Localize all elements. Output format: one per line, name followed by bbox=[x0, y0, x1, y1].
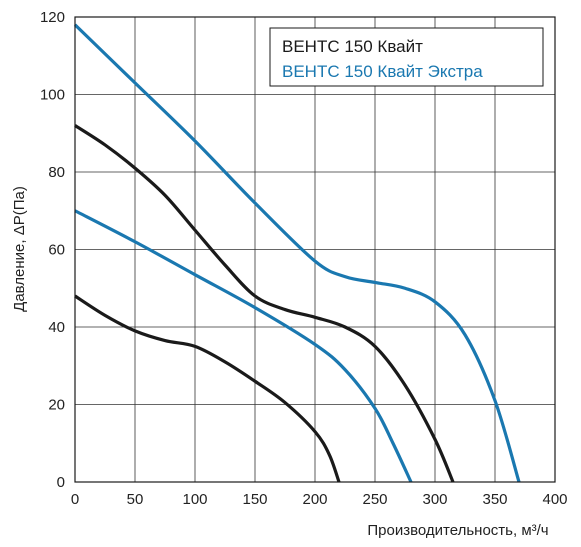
legend-box bbox=[269, 27, 544, 87]
x-tick-label: 100 bbox=[182, 491, 207, 508]
plot-frame bbox=[74, 16, 556, 483]
y-axis-title: Давление, ΔP(Па) bbox=[11, 186, 28, 312]
tick-labels: 0 50 100 150 200 250 300 350 400 0 20 40 60 80 100 120 bbox=[40, 9, 568, 508]
series-layer bbox=[73, 23, 521, 483]
series-line-1 bbox=[74, 124, 455, 483]
legend: ВЕНТС 150 Квайт ВЕНТС 150 Квайт Экстра bbox=[269, 27, 544, 87]
series-line-2 bbox=[74, 209, 413, 483]
y-tick-label: 100 bbox=[40, 87, 65, 104]
y-tick-label: 0 bbox=[57, 474, 65, 491]
x-tick-label: 300 bbox=[422, 491, 447, 508]
series-line-3 bbox=[73, 23, 521, 483]
x-tick-label: 350 bbox=[482, 491, 507, 508]
x-tick-label: 400 bbox=[542, 491, 567, 508]
legend-label-kvait: ВЕНТС 150 Квайт bbox=[282, 37, 423, 56]
x-tick-label: 0 bbox=[71, 491, 79, 508]
legend-label-kvait-ekstra: ВЕНТС 150 Квайт Экстра bbox=[282, 62, 483, 81]
y-tick-label: 120 bbox=[40, 9, 65, 26]
y-tick-label: 20 bbox=[48, 397, 65, 414]
y-tick-label: 40 bbox=[48, 319, 65, 336]
x-tick-label: 250 bbox=[362, 491, 387, 508]
x-axis-title: Производительность, м³/ч bbox=[367, 522, 548, 539]
series-line-0 bbox=[74, 294, 341, 483]
x-tick-label: 50 bbox=[127, 491, 144, 508]
y-tick-label: 80 bbox=[48, 164, 65, 181]
grid bbox=[74, 16, 556, 483]
x-tick-label: 200 bbox=[302, 491, 327, 508]
y-tick-label: 60 bbox=[48, 242, 65, 259]
x-tick-label: 150 bbox=[242, 491, 267, 508]
